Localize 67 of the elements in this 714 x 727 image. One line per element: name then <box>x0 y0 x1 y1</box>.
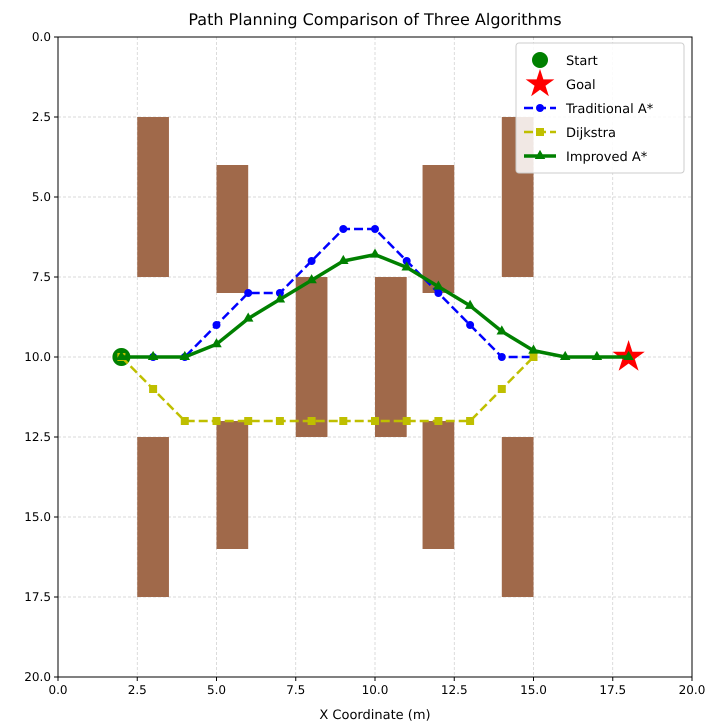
chart-title: Path Planning Comparison of Three Algorithms <box>188 10 562 29</box>
point <box>180 350 190 360</box>
point <box>276 417 284 425</box>
legend-label: Improved A* <box>566 150 648 165</box>
point <box>339 417 348 425</box>
y-tick-label: 17.5 <box>24 590 51 604</box>
x-tick-label: 15.0 <box>520 683 547 697</box>
point <box>466 321 474 329</box>
legend-label: Goal <box>566 78 596 93</box>
x-tick-label: 0.0 <box>48 683 68 697</box>
y-tick-label: 15.0 <box>24 510 51 524</box>
point <box>244 417 252 425</box>
x-tick-label: 5.0 <box>206 683 226 697</box>
point <box>308 417 316 425</box>
bar <box>502 437 534 597</box>
y-tick-label: 10.0 <box>24 350 51 364</box>
point <box>338 254 349 264</box>
x-axis-title: X Coordinate (m) <box>319 708 431 723</box>
bar <box>216 165 248 293</box>
point <box>466 417 474 425</box>
bar <box>422 165 454 293</box>
point <box>496 325 508 334</box>
bar <box>137 437 169 597</box>
point <box>148 350 158 360</box>
y-tick-label: 5.0 <box>32 190 51 204</box>
x-tick-label: 17.5 <box>599 683 626 697</box>
point <box>180 417 189 425</box>
point <box>560 350 570 360</box>
point <box>242 312 254 322</box>
y-tick-label: 12.5 <box>24 430 51 444</box>
bar <box>422 421 454 549</box>
point <box>274 293 286 302</box>
legend-label: Dijkstra <box>566 126 616 141</box>
point <box>464 300 476 309</box>
x-tick-label: 10.0 <box>362 683 388 697</box>
y-tick-label: 2.5 <box>32 110 51 124</box>
point <box>371 225 379 233</box>
y-tick-label: 0.0 <box>32 30 51 44</box>
point <box>498 353 506 361</box>
point <box>433 280 444 290</box>
point <box>149 385 158 393</box>
legend-label: Start <box>566 54 598 69</box>
x-tick-label: 20.0 <box>678 683 706 697</box>
point <box>212 417 220 425</box>
x-tick-label: 2.5 <box>128 683 147 697</box>
point <box>434 289 442 297</box>
y-tick-label: 7.5 <box>32 270 51 284</box>
point <box>371 417 379 425</box>
point <box>402 417 411 425</box>
point <box>498 385 506 393</box>
y-tick-label: 20.0 <box>24 670 51 684</box>
point <box>308 257 316 265</box>
bar <box>296 277 328 437</box>
point <box>244 289 252 297</box>
point <box>212 321 220 329</box>
bar <box>375 277 407 437</box>
bar <box>137 117 169 277</box>
x-tick-label: 7.5 <box>286 683 306 697</box>
point <box>339 225 348 233</box>
point <box>528 344 539 354</box>
point <box>434 417 442 425</box>
bar <box>216 421 248 549</box>
x-tick-label: 12.5 <box>440 683 468 697</box>
point <box>401 261 412 270</box>
point <box>306 274 317 284</box>
legend-label: Traditional A* <box>565 102 654 117</box>
point <box>592 350 602 360</box>
